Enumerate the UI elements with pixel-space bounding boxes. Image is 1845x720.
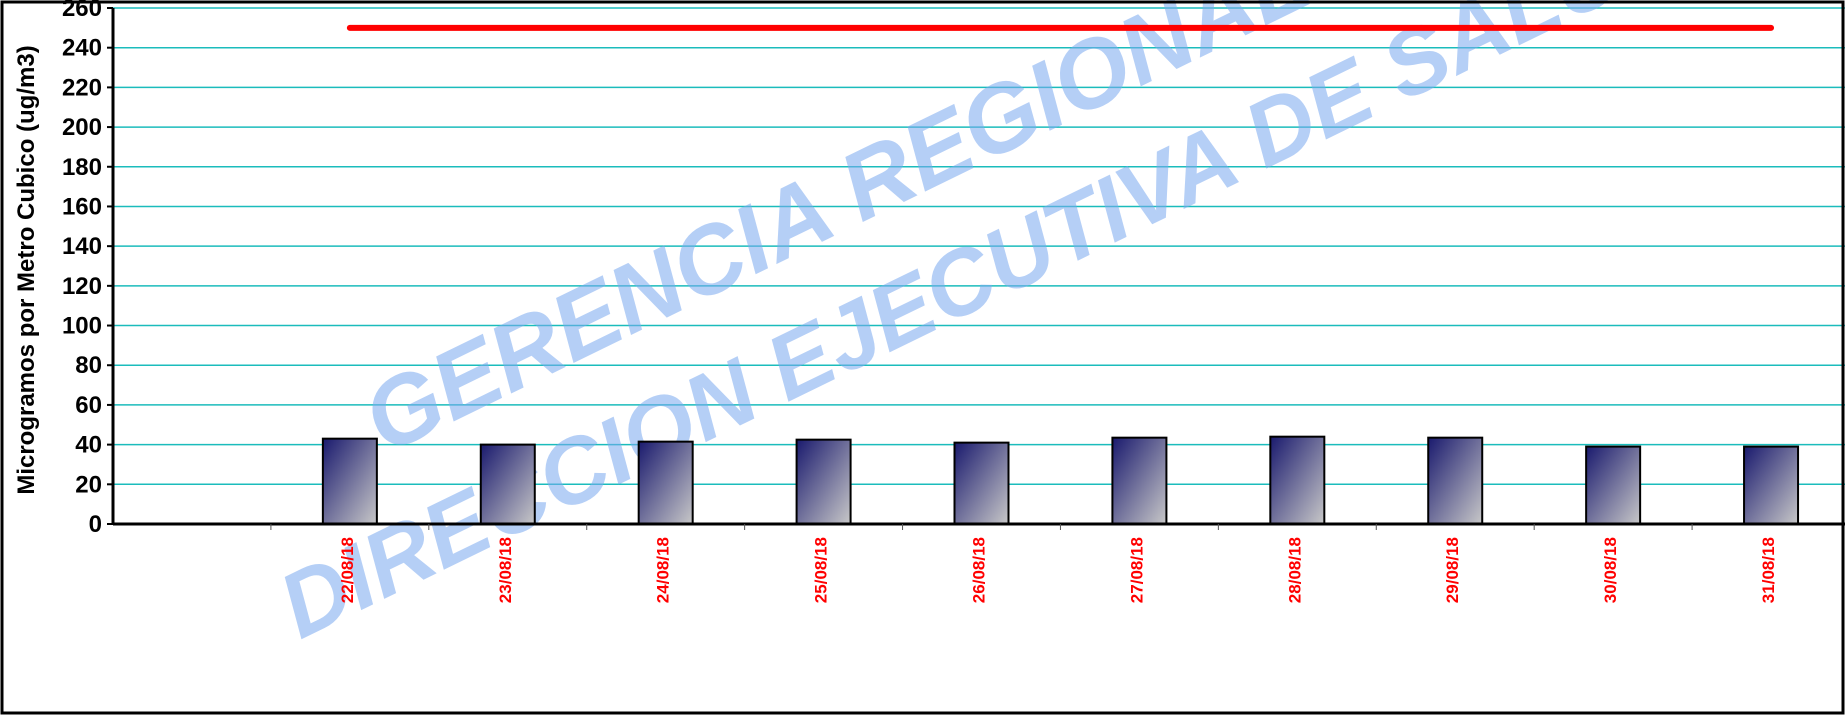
x-tick-label: 23/08/18 [496, 537, 515, 603]
y-tick-label: 20 [75, 471, 102, 498]
y-tick-labels: 0 20 40 60 80 100 120 140 160 180 200 220 240 260 [62, 0, 102, 538]
x-tick-label: 28/08/18 [1285, 537, 1304, 603]
y-tick-label: 80 [75, 352, 102, 379]
bar-27-08-18 [1111, 436, 1168, 525]
y-tick-label: 160 [62, 193, 102, 220]
y-tick-label: 100 [62, 313, 102, 340]
x-tick-label: 24/08/18 [654, 537, 673, 603]
y-tick-label: 220 [62, 74, 102, 101]
bar-22-08-18 [321, 437, 378, 525]
x-tick-label: 29/08/18 [1443, 537, 1462, 603]
axes [107, 7, 1845, 530]
x-tick-label: 31/08/18 [1759, 537, 1778, 603]
bar-24-08-18 [637, 440, 694, 525]
bar-23-08-18 [479, 443, 536, 525]
y-tick-label: 0 [89, 511, 102, 538]
y-tick-label: 260 [62, 0, 102, 22]
x-tick-label: 26/08/18 [970, 537, 989, 603]
bars [321, 435, 1800, 526]
y-tick-label: 200 [62, 114, 102, 141]
y-tick-label: 140 [62, 233, 102, 260]
bar-28-08-18 [1269, 435, 1326, 525]
y-axis-label: Microgramos por Metro Cubico (ug/m3) [13, 45, 40, 494]
bar-25-08-18 [795, 438, 852, 525]
bar-30-08-18 [1585, 445, 1642, 526]
x-tick-label: 27/08/18 [1127, 537, 1146, 603]
y-tick-label: 60 [75, 392, 102, 419]
bar-26-08-18 [953, 441, 1010, 525]
bar-31-08-18 [1743, 445, 1800, 526]
y-tick-label: 40 [75, 432, 102, 459]
x-tick-label: 25/08/18 [812, 537, 831, 603]
x-tick-label: 22/08/18 [338, 537, 357, 603]
y-tick-label: 180 [62, 154, 102, 181]
y-tick-label: 120 [62, 273, 102, 300]
bar-29-08-18 [1427, 436, 1484, 525]
x-tick-label: 30/08/18 [1601, 537, 1620, 603]
x-tick-labels: 22/08/18 23/08/18 24/08/18 25/08/18 26/08/18… [338, 537, 1778, 603]
y-tick-label: 240 [62, 35, 102, 62]
